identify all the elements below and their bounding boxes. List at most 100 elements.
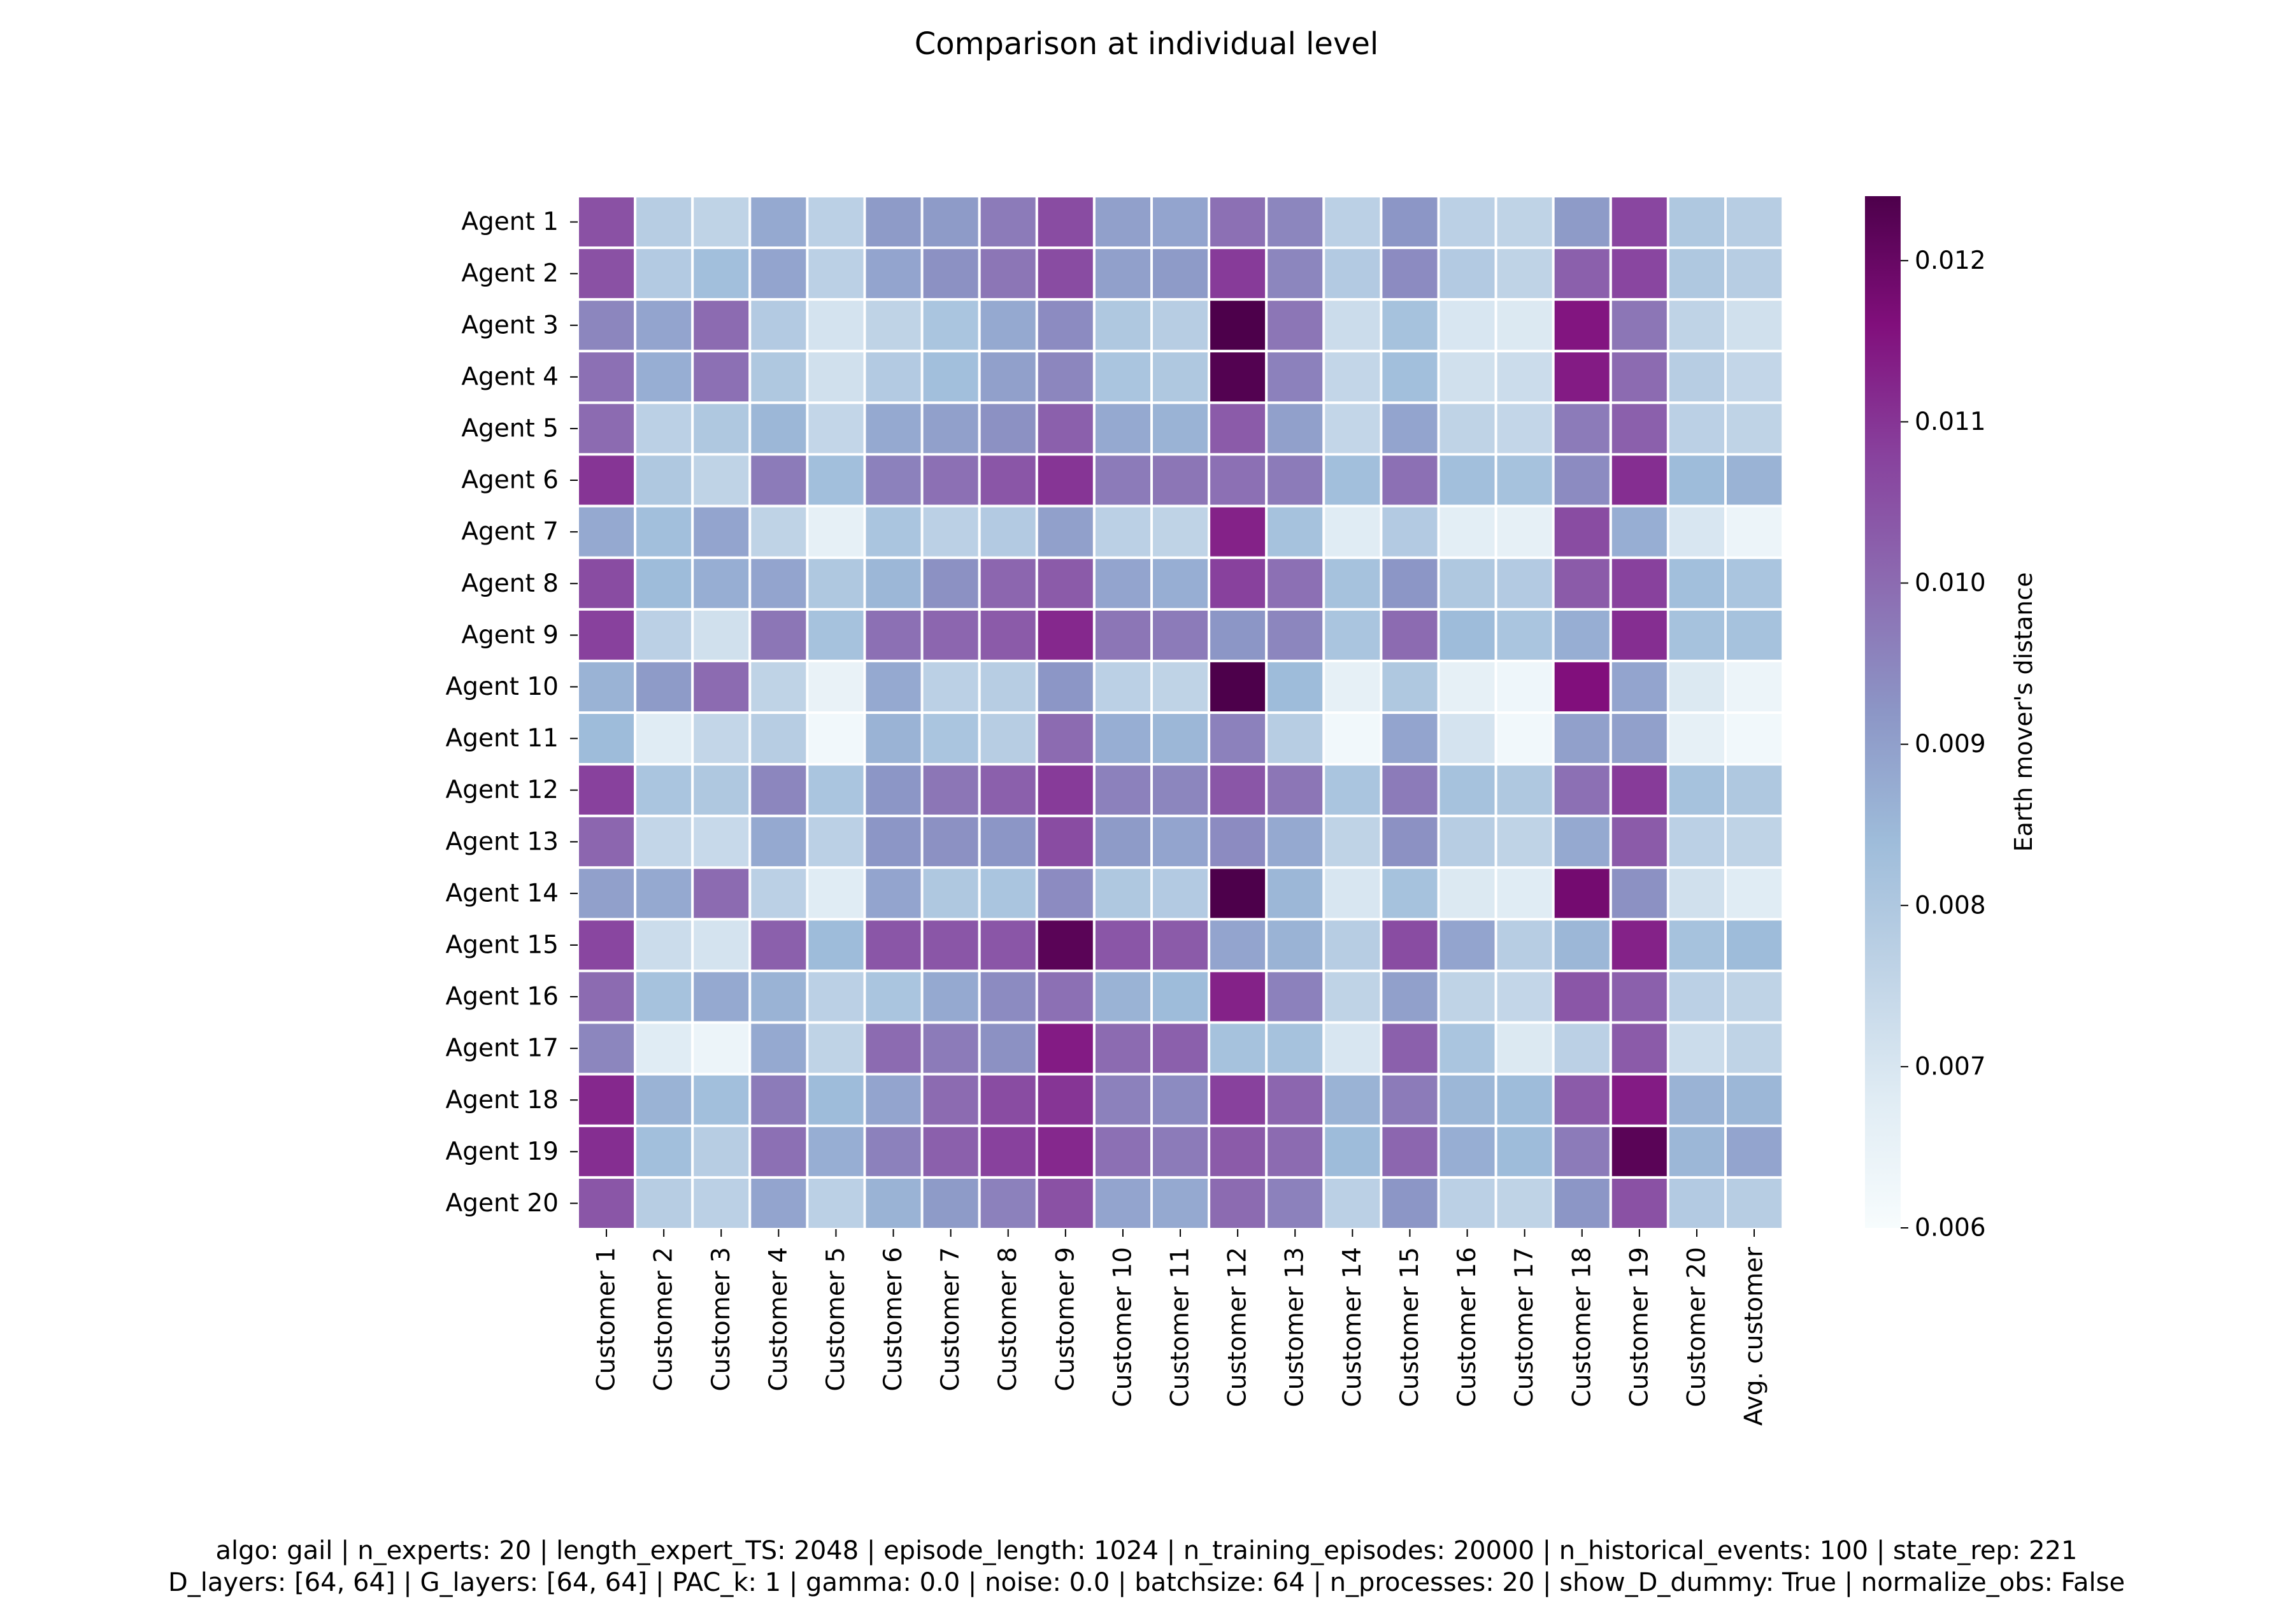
heatmap-cell: [863, 1124, 924, 1179]
heatmap-cell: [576, 918, 637, 972]
heatmap-cell: [1724, 504, 1785, 559]
heatmap-cell: [1666, 1124, 1727, 1179]
heatmap-cell: [1666, 659, 1727, 715]
heatmap-cell: [1609, 195, 1669, 250]
heatmap-cell: [1035, 195, 1096, 250]
heatmap-cell: [1035, 1021, 1096, 1076]
heatmap-cell: [634, 1072, 694, 1127]
heatmap-cell: [576, 711, 637, 766]
heatmap-cell: [978, 504, 1038, 559]
heatmap-cell: [1666, 350, 1727, 404]
heatmap-cell: [1609, 815, 1669, 869]
heatmap-cell: [1035, 763, 1096, 818]
heatmap-cell: [1322, 453, 1383, 508]
heatmap-cell: [1208, 918, 1268, 972]
heatmap-cell: [978, 608, 1038, 662]
heatmap-cell: [691, 763, 752, 818]
heatmap-cell: [1035, 711, 1096, 766]
heatmap-cell: [1609, 1072, 1669, 1127]
heatmap-cell: [576, 195, 637, 250]
column-label: Customer 9: [1051, 1247, 1080, 1392]
heatmap-cell: [806, 350, 866, 404]
row-label: Agent 6: [461, 466, 559, 495]
heatmap-cell: [748, 504, 809, 559]
heatmap-cell: [1092, 1176, 1154, 1231]
heatmap-cell: [1609, 350, 1669, 404]
column-label: Customer 12: [1224, 1247, 1252, 1407]
heatmap-cell: [1150, 401, 1211, 456]
heatmap-cell: [634, 350, 694, 404]
heatmap-cell: [576, 608, 637, 662]
heatmap-cell: [1609, 246, 1669, 301]
heatmap-cell: [1150, 453, 1211, 508]
heatmap-cell: [1494, 763, 1555, 818]
heatmap-cell: [1609, 1176, 1669, 1231]
heatmap-cell: [863, 504, 924, 559]
heatmap-cell: [576, 1176, 637, 1231]
heatmap-cell: [1494, 298, 1555, 353]
heatmap-cell: [806, 969, 866, 1024]
heatmap-cell: [576, 298, 637, 353]
heatmap-cell: [1494, 659, 1555, 715]
heatmap-cell: [1666, 1072, 1727, 1127]
heatmap-cell: [1609, 763, 1669, 818]
heatmap-cell: [634, 763, 694, 818]
heatmap-cell: [576, 350, 637, 404]
heatmap-cell: [1552, 298, 1612, 353]
heatmap-cell: [1380, 659, 1440, 715]
heatmap-cell: [920, 1072, 981, 1127]
heatmap-cell: [1150, 763, 1211, 818]
heatmap-cell: [1494, 1176, 1555, 1231]
heatmap-cell: [1150, 1021, 1211, 1076]
heatmap-cell: [691, 711, 752, 766]
column-label: Customer 19: [1625, 1247, 1654, 1407]
heatmap-cell: [1265, 195, 1325, 250]
heatmap-cell: [691, 1021, 752, 1076]
heatmap-cell: [1552, 350, 1612, 404]
heatmap-cell: [1724, 763, 1785, 818]
row-label: Agent 14: [446, 879, 559, 908]
heatmap-cell: [1380, 763, 1440, 818]
heatmap-cell: [1208, 1021, 1268, 1076]
heatmap-cell: [1380, 711, 1440, 766]
heatmap-cell: [1724, 815, 1785, 869]
heatmap-cell: [1208, 556, 1268, 611]
heatmap-cell: [1609, 556, 1669, 611]
heatmap-cell: [748, 918, 809, 972]
heatmap-cell: [978, 246, 1038, 301]
heatmap-cell: [1552, 608, 1612, 662]
heatmap-cell: [1437, 969, 1497, 1024]
heatmap-cell: [1208, 453, 1268, 508]
heatmap-cell: [1265, 401, 1325, 456]
heatmap-cell: [748, 298, 809, 353]
row-label: Agent 3: [461, 311, 559, 339]
heatmap-cell: [1265, 350, 1325, 404]
heatmap-cell: [1092, 969, 1154, 1024]
heatmap-cell: [1035, 1124, 1096, 1179]
heatmap-cell: [1092, 246, 1154, 301]
heatmap-cell: [806, 401, 866, 456]
heatmap-cell: [1035, 401, 1096, 456]
heatmap-cell: [1208, 969, 1268, 1024]
heatmap-cell: [576, 556, 637, 611]
heatmap-cell: [806, 453, 866, 508]
heatmap-cell: [806, 504, 866, 559]
heatmap-cell: [1265, 1124, 1325, 1179]
heatmap-cell: [1322, 504, 1383, 559]
heatmap-cell: [1322, 350, 1383, 404]
heatmap-cell: [1552, 659, 1612, 715]
heatmap-cell: [806, 1072, 866, 1127]
column-label: Customer 1: [592, 1247, 621, 1392]
heatmap-cell: [920, 504, 981, 559]
heatmap-cell: [863, 969, 924, 1024]
heatmap-cell: [1322, 246, 1383, 301]
heatmap-cell: [576, 969, 637, 1024]
heatmap-cell: [1724, 195, 1785, 250]
heatmap-cell: [1208, 1124, 1268, 1179]
heatmap-cell: [920, 918, 981, 972]
heatmap-cell: [1724, 1176, 1785, 1231]
row-label: Agent 2: [461, 259, 559, 288]
heatmap-cell: [1552, 504, 1612, 559]
heatmap-cell: [1380, 1021, 1440, 1076]
heatmap-cell: [1092, 1072, 1154, 1127]
